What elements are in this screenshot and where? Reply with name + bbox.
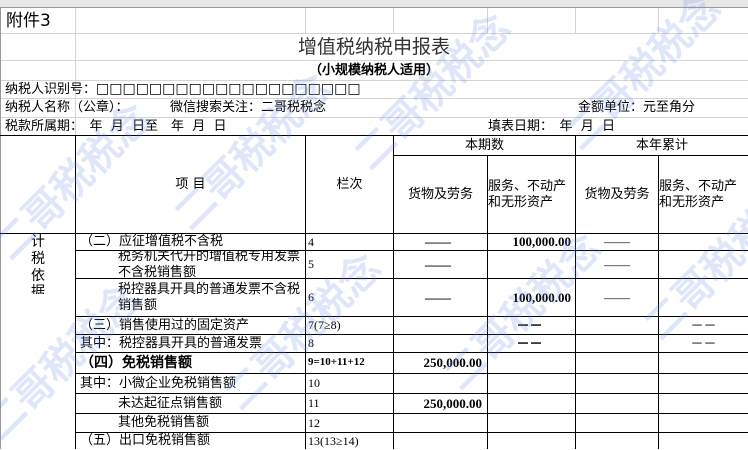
cell-services-current[interactable] xyxy=(488,374,571,393)
row-item: 税务机关代开的增值税专用发票不含税销售额 xyxy=(118,251,301,278)
cell-services-current[interactable]: 100,000.00 xyxy=(512,289,572,305)
taxpayer-id-label: 纳税人识别号： □□□□□□□□□□□□□□□□□□□□ xyxy=(5,81,361,98)
row-line: 8 xyxy=(308,336,314,351)
cell-services-year[interactable] xyxy=(659,279,748,316)
page-title: 增值税纳税申报表 xyxy=(297,35,450,58)
cell-goods-current[interactable]: 250,000.00 xyxy=(423,355,483,371)
header-services-current: 服务、不动产和无形资产 xyxy=(488,178,567,210)
row-item: 其他免税销售额 xyxy=(118,415,210,431)
row-line: 9=10+11+12 xyxy=(308,356,365,369)
cell-services-year[interactable]: －－ xyxy=(690,317,717,333)
cell-services-current[interactable] xyxy=(488,414,571,432)
cell-services-year[interactable] xyxy=(659,234,748,250)
row-item: （四）免税销售额 xyxy=(80,354,192,371)
taxpayer-name-label: 纳税人名称（公章）： xyxy=(5,100,129,116)
header-goods-current: 货物及劳务 xyxy=(407,186,473,202)
cell-services-year[interactable] xyxy=(659,394,748,413)
cell-goods-year[interactable]: —— xyxy=(604,234,630,250)
header-current-period: 本期数 xyxy=(464,137,504,153)
cell-goods-year[interactable] xyxy=(576,335,658,352)
row-item: 其中：税控器具开具的普通发票 xyxy=(80,335,263,351)
attachment-label: 附件3 xyxy=(6,10,51,31)
currency-unit: 金额单位：元至角分 xyxy=(578,100,696,116)
row-item: 未达起征点销售额 xyxy=(118,395,223,411)
header-services-year: 服务、不动产和无形资产 xyxy=(659,178,738,210)
cell-goods-current[interactable]: —— xyxy=(425,289,451,305)
cell-goods-year[interactable] xyxy=(576,353,658,373)
row-line: 11 xyxy=(308,396,320,411)
header-year-total: 本年累计 xyxy=(635,137,688,153)
cell-goods-current[interactable] xyxy=(394,374,482,393)
cell-goods-current[interactable]: —— xyxy=(425,234,451,250)
cell-goods-year[interactable] xyxy=(576,394,658,413)
wechat-note: 微信搜索关注：二哥税税念 xyxy=(170,100,327,116)
cell-services-year[interactable] xyxy=(659,251,748,278)
cell-goods-year[interactable]: —— xyxy=(604,256,630,272)
cell-services-year[interactable]: －－ xyxy=(690,335,717,351)
cell-services-current[interactable] xyxy=(488,353,571,373)
cell-goods-current[interactable]: 250,000.00 xyxy=(423,395,483,411)
page-subtitle: （小规模纳税人适用） xyxy=(308,62,439,78)
cell-goods-current[interactable] xyxy=(394,433,482,449)
row-line: 7(7≥8) xyxy=(308,318,341,333)
cell-services-current[interactable]: －－ xyxy=(516,335,543,351)
row-item: （三）销售使用过的固定资产 xyxy=(80,317,250,333)
cell-goods-current[interactable] xyxy=(394,414,482,432)
row-line: 4 xyxy=(308,234,314,249)
cell-services-year[interactable] xyxy=(659,433,748,449)
row-line: 6 xyxy=(308,290,314,305)
cell-services-year[interactable] xyxy=(659,414,748,432)
fill-date: 填表日期： 年 月 日 xyxy=(488,118,616,134)
cell-services-year[interactable] xyxy=(659,374,748,393)
row-item: 税控器具开具的普通发票不含税销售额 xyxy=(118,281,301,313)
cell-goods-current[interactable] xyxy=(394,335,482,352)
header-goods-year: 货物及劳务 xyxy=(584,186,650,202)
column-header-bar xyxy=(0,0,748,8)
cell-services-year[interactable] xyxy=(659,353,748,373)
cell-goods-current[interactable]: —— xyxy=(425,256,451,272)
header-item: 项 目 xyxy=(175,176,206,192)
cell-goods-year[interactable] xyxy=(576,433,658,449)
row-item: 其中：小微企业免税销售额 xyxy=(80,375,237,391)
cell-goods-year[interactable]: —— xyxy=(604,289,630,305)
cell-services-current[interactable] xyxy=(488,394,571,413)
row-line: 13(13≥14) xyxy=(308,433,359,448)
cell-services-current[interactable] xyxy=(488,433,571,449)
cell-services-current[interactable]: －－ xyxy=(516,317,543,333)
row-line: 5 xyxy=(308,257,314,272)
row-line: 12 xyxy=(308,415,320,430)
row-item: （二）应征增值税不含税 xyxy=(80,234,224,250)
cell-goods-current[interactable] xyxy=(394,317,482,334)
header-line: 栏次 xyxy=(336,176,363,192)
tax-period: 税款所属期： 年 月 日至 年 月 日 xyxy=(5,118,227,134)
cell-goods-year[interactable] xyxy=(576,374,658,393)
side-label-tax-basis: 计税依据 xyxy=(31,234,45,294)
cell-goods-year[interactable] xyxy=(576,317,658,334)
cell-services-current[interactable]: 100,000.00 xyxy=(512,234,572,250)
cell-services-current[interactable] xyxy=(488,251,571,278)
cell-goods-year[interactable] xyxy=(576,414,658,432)
row-item: （五）出口免税销售额 xyxy=(80,433,211,449)
row-line: 10 xyxy=(308,376,320,391)
